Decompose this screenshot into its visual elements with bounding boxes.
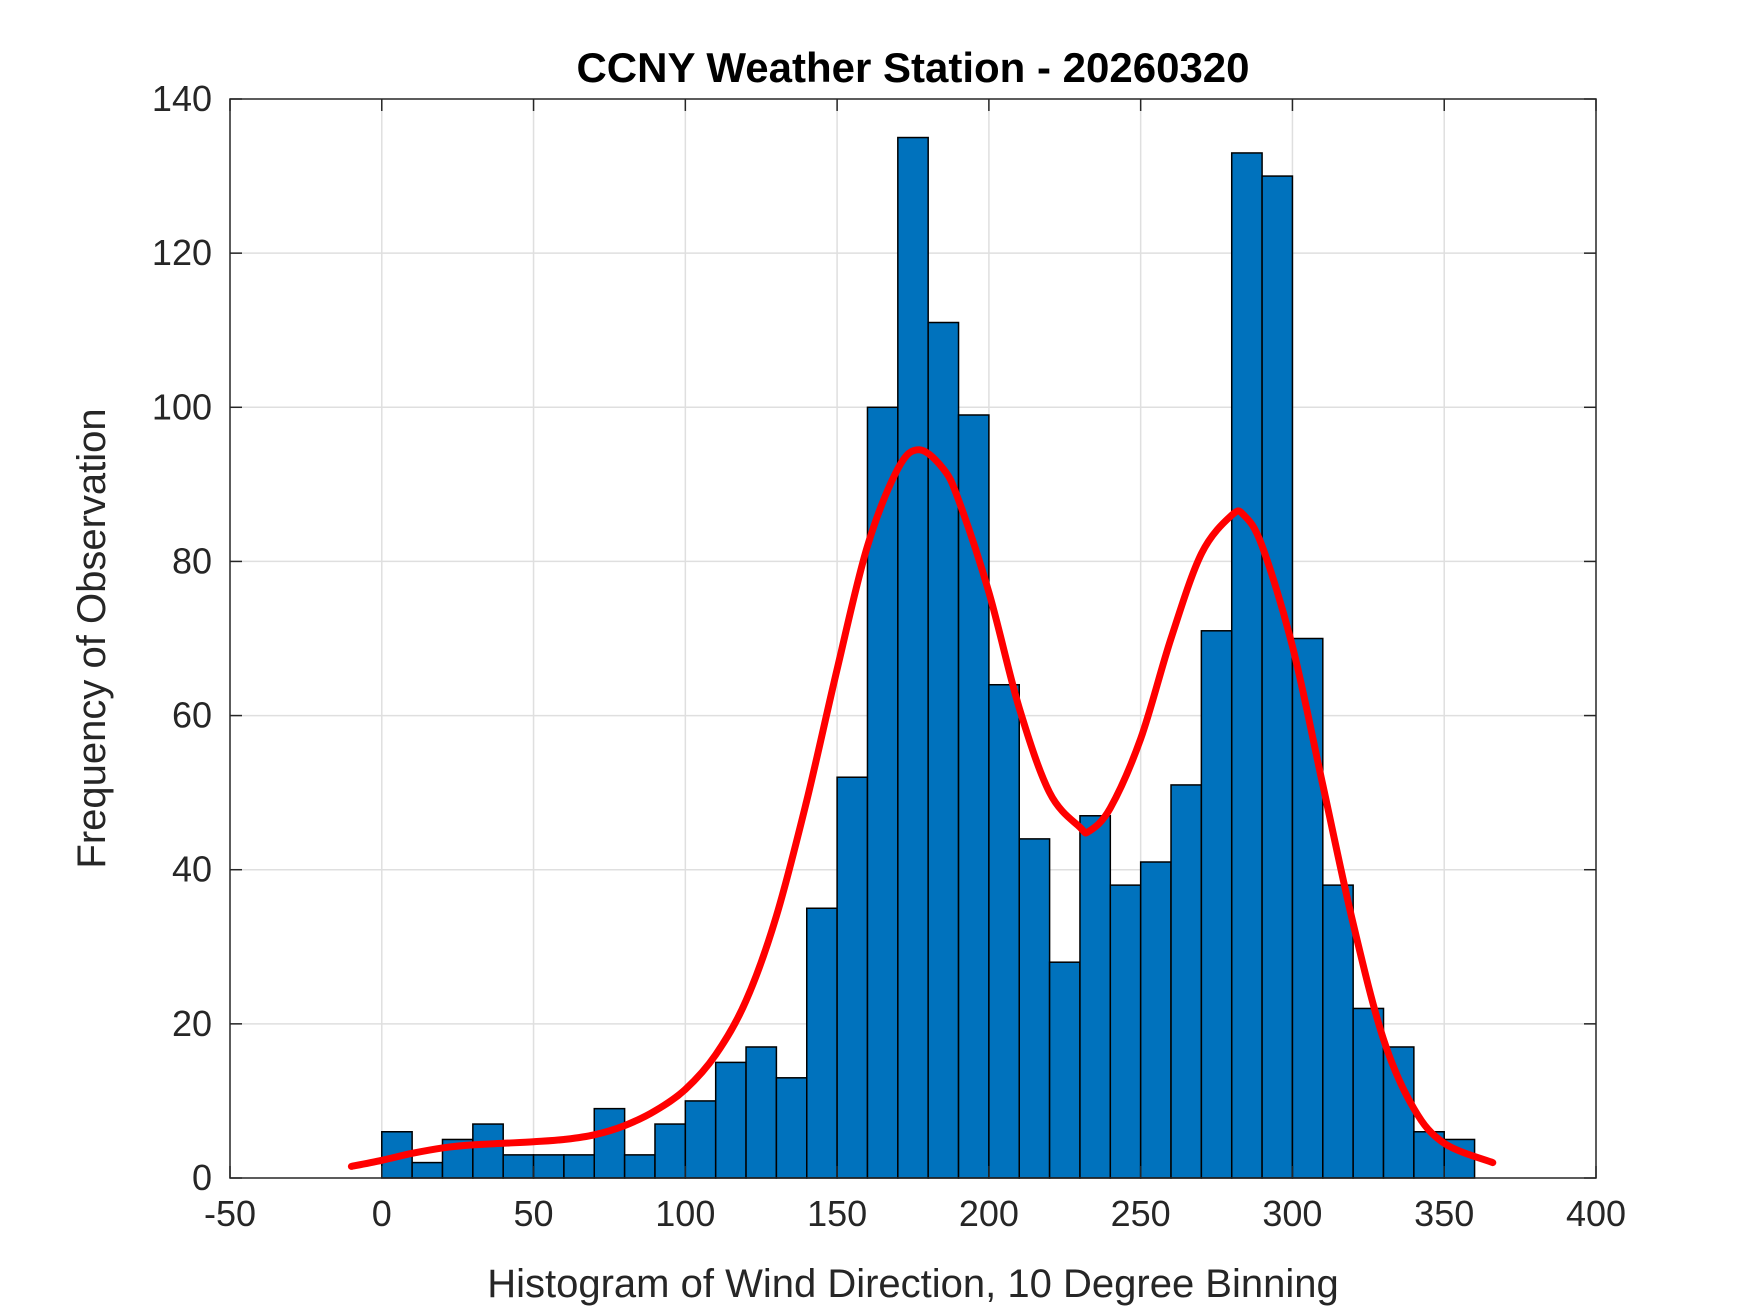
x-tick-label: 200 — [959, 1193, 1019, 1234]
histogram-bar — [1139, 861, 1172, 1179]
axes-box — [229, 98, 1597, 1179]
x-axis-title: Histogram of Wind Direction, 10 Degree B… — [487, 1262, 1339, 1306]
x-tick-label: 250 — [1111, 1193, 1171, 1234]
histogram-bar — [563, 1154, 596, 1179]
histogram-bar — [502, 1154, 535, 1179]
histogram-bar — [714, 1061, 747, 1179]
histogram-bar — [1079, 815, 1112, 1179]
histogram-bar — [472, 1123, 504, 1179]
x-tick-label: 150 — [807, 1193, 867, 1234]
x-tick-label: 300 — [1262, 1193, 1322, 1234]
histogram-bar — [1261, 175, 1294, 1179]
y-tick-label: 60 — [172, 695, 212, 736]
y-tick-label: 120 — [152, 232, 212, 273]
histogram-bar — [1018, 838, 1051, 1179]
histogram-bar — [1352, 1007, 1385, 1179]
axes — [229, 98, 1597, 1179]
x-tick-label: 400 — [1566, 1193, 1626, 1234]
histogram-bar — [1382, 1046, 1415, 1179]
y-axis-title: Frequency of Observation — [70, 408, 114, 868]
y-tick-label: 20 — [172, 1003, 212, 1044]
histogram-bar — [836, 776, 869, 1179]
histogram-bar — [1200, 630, 1233, 1179]
fit-curve-line — [347, 446, 1497, 1170]
histogram-bar — [411, 1161, 444, 1179]
x-tick-label: 350 — [1414, 1193, 1474, 1234]
histogram-bar — [957, 414, 990, 1179]
histogram-bar — [623, 1154, 656, 1179]
histogram-bar — [684, 1100, 717, 1179]
y-tick-label: 100 — [152, 386, 212, 427]
y-tick-label: 40 — [172, 849, 212, 890]
histogram-bar — [1048, 961, 1081, 1179]
histogram-bar — [775, 1077, 808, 1179]
histogram-bar — [927, 321, 960, 1179]
x-tick-label: 100 — [655, 1193, 715, 1234]
histogram-bar — [1322, 884, 1354, 1179]
histogram-bar — [897, 136, 929, 1179]
histogram-bar — [806, 907, 838, 1179]
y-tick-label: 140 — [152, 78, 212, 119]
histogram-bar — [1170, 784, 1203, 1179]
histogram-bar — [1109, 884, 1142, 1179]
chart-title: CCNY Weather Station - 20260320 — [576, 44, 1249, 91]
histogram-bar — [593, 1107, 626, 1179]
y-tick-label: 0 — [192, 1157, 212, 1198]
histogram-bar — [988, 683, 1020, 1179]
y-tick-labels: 0 20 40 60 80 100 120 140 — [152, 78, 212, 1198]
x-tick-labels: -50 0 50 100 150 200 250 300 350 400 — [204, 1193, 1626, 1234]
x-tick-label: 50 — [514, 1193, 554, 1234]
histogram-bar — [745, 1046, 778, 1179]
histogram-bar — [654, 1123, 687, 1179]
x-tick-label: -50 — [204, 1193, 256, 1234]
x-tick-label: 0 — [372, 1193, 392, 1234]
y-tick-label: 80 — [172, 540, 212, 581]
histogram-bar — [532, 1154, 565, 1179]
histogram-bars — [381, 136, 1476, 1179]
histogram-bar — [1230, 152, 1263, 1179]
